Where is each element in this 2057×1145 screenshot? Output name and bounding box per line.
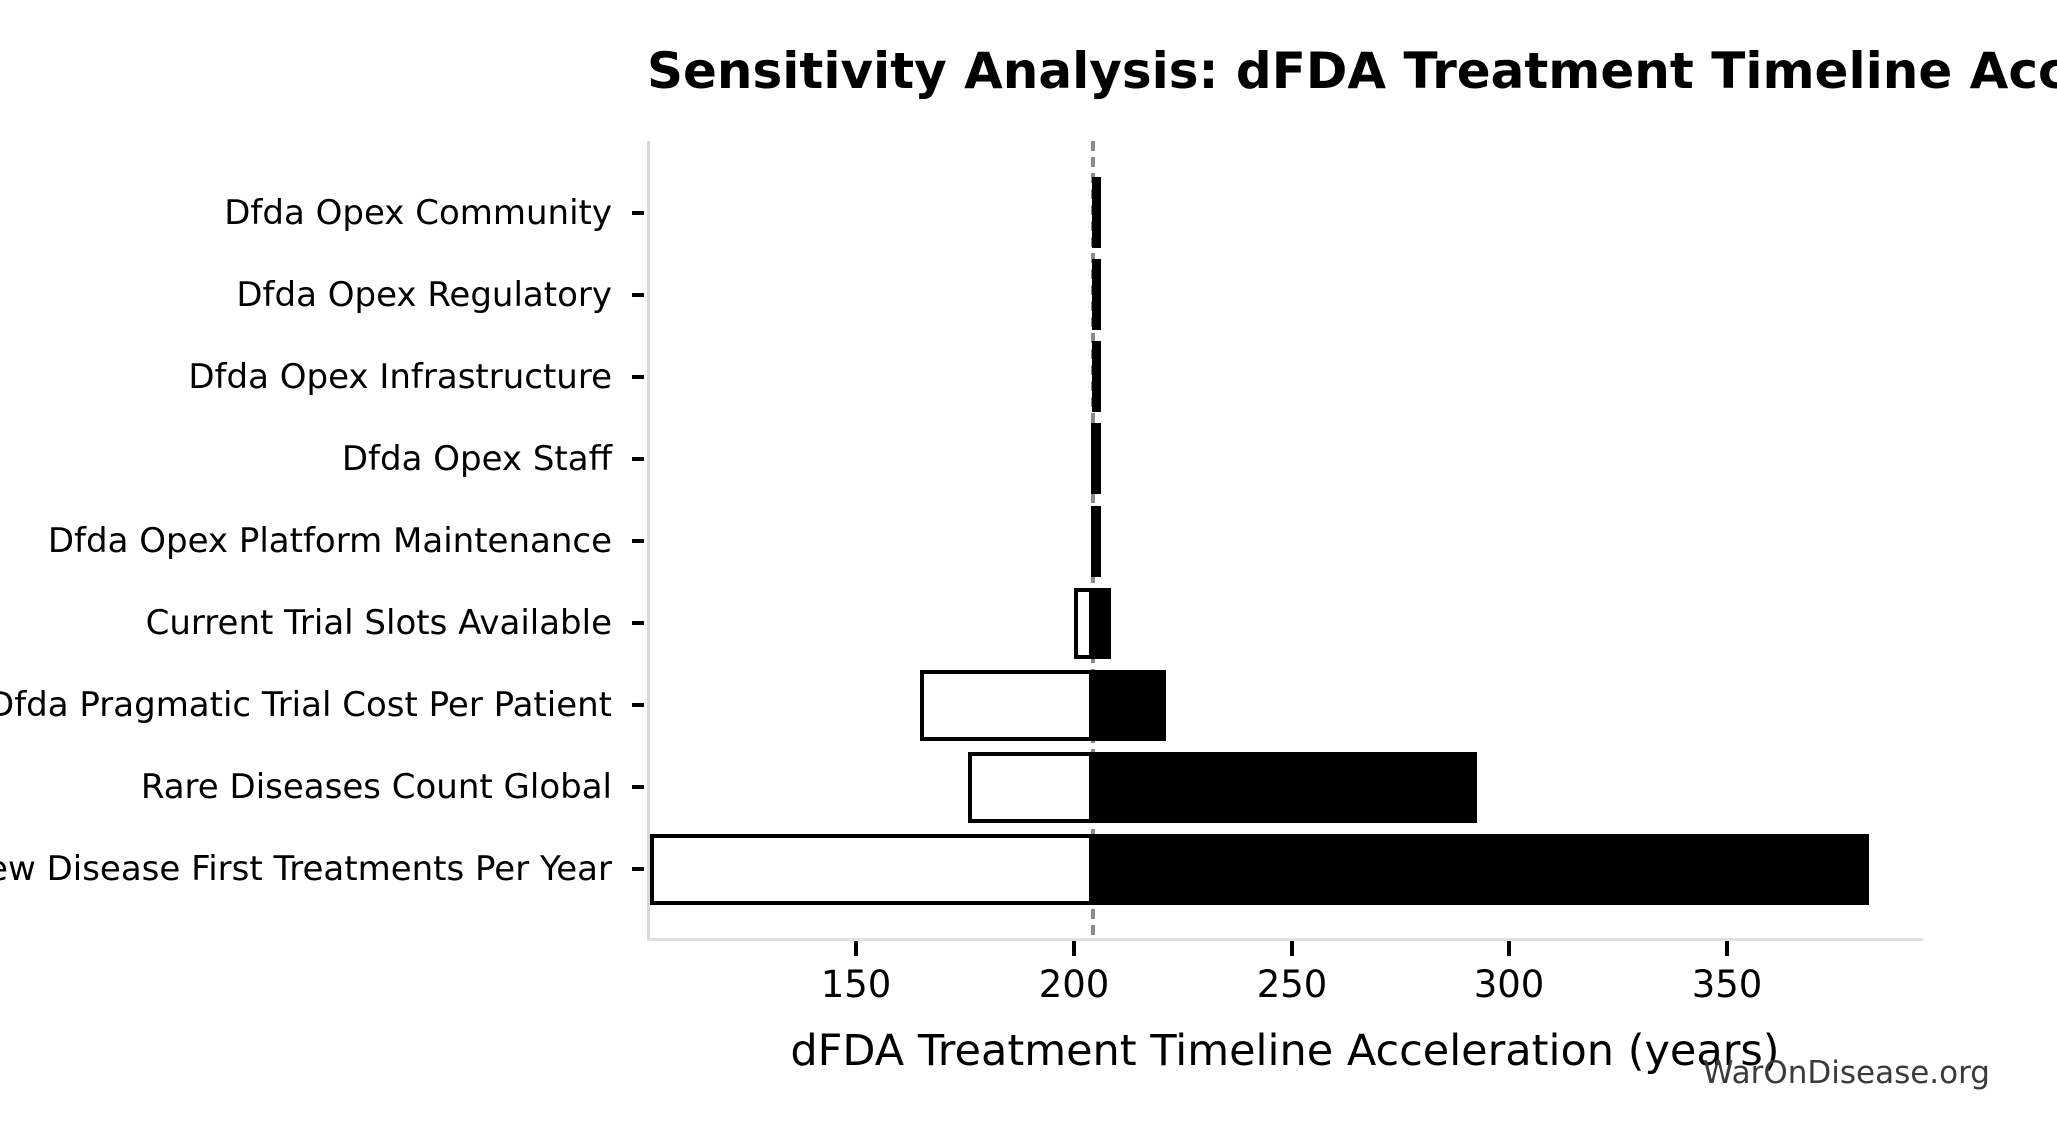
y-tick-mark <box>632 211 644 215</box>
watermark-text: WarOnDisease.org <box>1702 1055 1990 1091</box>
y-axis-category-label: Dfda Opex Community <box>224 193 612 233</box>
x-tick-label: 200 <box>1038 963 1110 1006</box>
y-tick-mark <box>632 785 644 789</box>
y-axis-category-label: Dfda Opex Regulatory <box>236 275 612 315</box>
x-tick-mark <box>1072 941 1076 956</box>
y-axis-category-label: Dfda Opex Platform Maintenance <box>47 521 612 561</box>
y-axis-category-label: Dfda Opex Infrastructure <box>188 357 612 397</box>
tornado-bar-low <box>650 834 1093 905</box>
tornado-bar-high <box>1093 752 1477 823</box>
tornado-bar-high <box>1093 177 1101 248</box>
tornado-bar-low <box>968 752 1093 823</box>
x-tick-label: 150 <box>820 963 892 1006</box>
chart-title: Sensitivity Analysis: dFDA Treatment Tim… <box>647 42 2057 100</box>
tornado-bar-high <box>1093 834 1869 905</box>
tornado-bar-high <box>1093 423 1101 494</box>
tornado-bar-high <box>1093 588 1111 659</box>
x-tick-mark <box>1507 941 1511 956</box>
y-tick-mark <box>632 457 644 461</box>
y-tick-mark <box>632 621 644 625</box>
y-tick-mark <box>632 539 644 543</box>
tornado-bar-high <box>1093 259 1101 330</box>
y-axis-category-label: Rare Diseases Count Global <box>140 767 612 807</box>
y-tick-mark <box>632 375 644 379</box>
tornado-bar-high <box>1093 341 1101 412</box>
plot-area <box>647 141 1923 941</box>
y-tick-mark <box>632 867 644 871</box>
x-axis-label: dFDA Treatment Timeline Acceleration (ye… <box>790 1026 1780 1076</box>
tornado-bar-high <box>1093 506 1101 577</box>
x-tick-mark <box>1725 941 1729 956</box>
x-tick-mark <box>1290 941 1294 956</box>
tornado-bar-low <box>920 670 1093 741</box>
x-tick-label: 300 <box>1473 963 1545 1006</box>
x-tick-label: 350 <box>1691 963 1763 1006</box>
y-tick-mark <box>632 703 644 707</box>
y-axis-category-label: Dfda Pragmatic Trial Cost Per Patient <box>0 685 612 725</box>
tornado-bar-low <box>1074 588 1093 659</box>
x-tick-label: 250 <box>1256 963 1328 1006</box>
y-axis-category-label: New Disease First Treatments Per Year <box>0 849 612 889</box>
y-axis-category-label: Current Trial Slots Available <box>145 603 612 643</box>
tornado-bar-high <box>1093 670 1166 741</box>
x-tick-mark <box>854 941 858 956</box>
y-tick-mark <box>632 293 644 297</box>
y-axis-category-label: Dfda Opex Staff <box>341 439 612 479</box>
